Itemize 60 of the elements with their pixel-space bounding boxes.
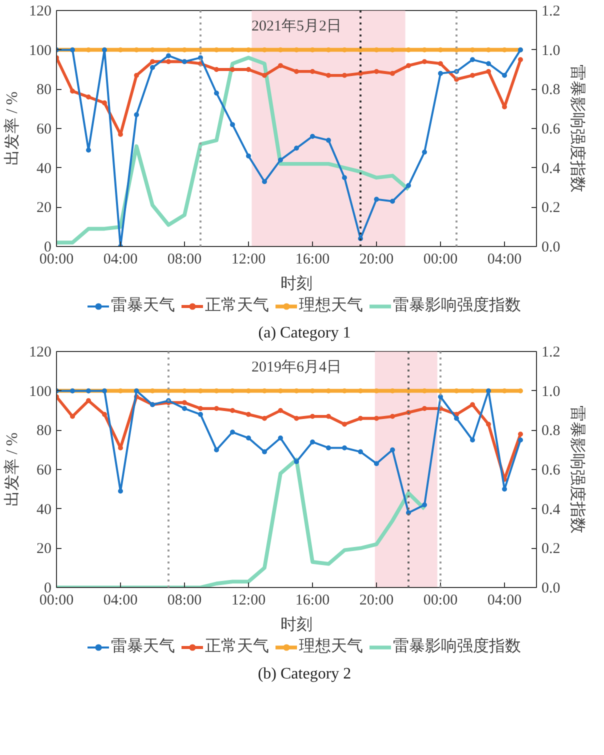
- y-axis-title: 出发率 / %: [3, 432, 21, 506]
- y2-tick-label: 0.2: [542, 200, 560, 216]
- text: (a) Category 1: [258, 324, 351, 342]
- x-tick-label: 08:00: [167, 252, 202, 268]
- legend-label: 雷暴天气: [111, 296, 175, 316]
- y-tick-label: 120: [29, 344, 52, 360]
- y2-tick-label: 0.8: [542, 423, 560, 440]
- x-tick-label: 04:00: [487, 252, 522, 268]
- y2-tick-label: 0.2: [542, 541, 560, 558]
- y2-tick-label: 1.2: [542, 344, 560, 360]
- x-tick-label: 12:00: [231, 592, 266, 608]
- y2-tick-label: 0.0: [542, 240, 560, 256]
- y2-axis-title: 雷暴影响强度指数: [568, 64, 586, 192]
- y2-tick-label: 1.2: [542, 4, 560, 20]
- x-tick-label: 04:00: [487, 592, 522, 608]
- x-tick-label: 00:00: [423, 592, 458, 608]
- y-tick-label: 40: [36, 502, 52, 518]
- legend-label: 雷暴天气: [111, 637, 175, 657]
- y2-tick-label: 0.8: [542, 82, 560, 98]
- y-tick-label: 100: [29, 384, 52, 400]
- x-axis-title: 时刻: [280, 616, 312, 634]
- legend-label: 雷暴影响强度指数: [393, 296, 521, 316]
- legend-label: 正常天气: [205, 636, 269, 657]
- y-axis-title: 出发率 / %: [3, 92, 21, 166]
- y-tick-label: 20: [36, 200, 52, 216]
- legend-label: 理想天气: [299, 296, 363, 316]
- y-tick-label: 80: [36, 82, 52, 98]
- x-tick-label: 04:00: [103, 252, 138, 268]
- y2-tick-label: 0.6: [542, 462, 561, 478]
- annotation: 2021年5月2日: [252, 18, 342, 34]
- x-tick-label: 12:00: [231, 252, 266, 268]
- y2-tick-label: 0.4: [542, 160, 561, 177]
- x-tick-label: 20:00: [359, 592, 394, 608]
- y-tick-label: 40: [36, 160, 52, 177]
- y2-tick-label: 1.0: [542, 42, 560, 59]
- y2-tick-label: 1.0: [542, 384, 560, 400]
- x-tick-label: 20:00: [359, 252, 394, 268]
- y2-axis-title: 雷暴影响强度指数: [568, 406, 586, 534]
- legend-label: 理想天气: [299, 636, 363, 657]
- x-tick-label: 16:00: [295, 592, 330, 608]
- y2-tick-label: 0.0: [542, 580, 560, 596]
- y-tick-label: 60: [36, 462, 52, 478]
- y2-tick-label: 0.6: [542, 122, 561, 138]
- legend-label: 正常天气: [205, 296, 269, 316]
- text: (b) Category 2: [258, 666, 352, 682]
- legend-label: 雷暴影响强度指数: [393, 636, 521, 657]
- x-tick-label: 00:00: [39, 252, 74, 268]
- y2-tick-label: 0.4: [542, 502, 561, 518]
- x-tick-label: 16:00: [295, 252, 330, 268]
- y-tick-label: 120: [29, 4, 52, 20]
- annotation: 2019年6月4日: [252, 358, 342, 376]
- x-tick-label: 00:00: [39, 592, 74, 608]
- y-tick-label: 60: [36, 122, 52, 138]
- x-tick-label: 04:00: [103, 592, 138, 608]
- x-tick-label: 00:00: [423, 252, 458, 268]
- y-tick-label: 20: [36, 541, 52, 558]
- y-tick-label: 80: [36, 423, 52, 440]
- y-tick-label: 100: [29, 42, 52, 59]
- x-axis-title: 时刻: [280, 274, 312, 292]
- x-tick-label: 08:00: [167, 592, 202, 608]
